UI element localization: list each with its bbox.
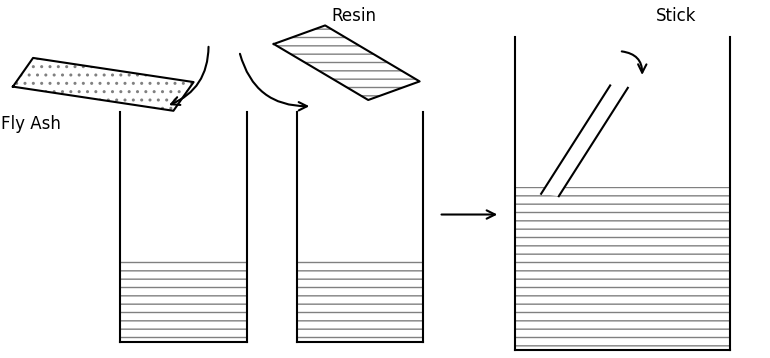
Bar (120, 255, 247, 342)
Polygon shape (13, 58, 193, 111)
Bar (515, 187, 730, 349)
Text: Stick: Stick (656, 7, 697, 25)
Polygon shape (541, 86, 628, 196)
Polygon shape (274, 25, 420, 100)
Text: Fly Ash: Fly Ash (2, 115, 62, 133)
Bar (296, 255, 424, 342)
Text: Resin: Resin (332, 7, 377, 25)
